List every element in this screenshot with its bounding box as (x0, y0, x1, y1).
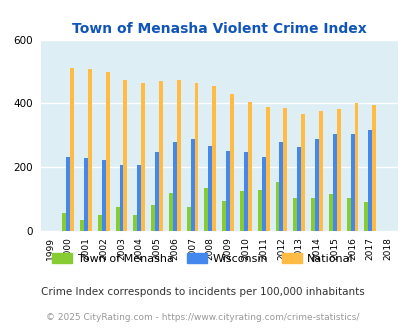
Bar (226, 150, 230, 231)
Bar (318, 112, 322, 231)
Bar (371, 105, 375, 231)
Bar (84, 158, 87, 231)
Bar (328, 194, 332, 231)
Legend: Town of Menasha, Wisconsin, National: Town of Menasha, Wisconsin, National (48, 248, 357, 268)
Bar (239, 191, 243, 231)
Bar (87, 69, 92, 231)
Bar (133, 215, 137, 231)
Bar (332, 134, 336, 231)
Bar (367, 130, 371, 231)
Bar (62, 214, 66, 231)
Bar (243, 152, 247, 231)
Bar (279, 142, 283, 231)
Bar (70, 68, 74, 231)
Text: Crime Index corresponds to incidents per 100,000 inhabitants: Crime Index corresponds to incidents per… (41, 287, 364, 297)
Bar (257, 189, 261, 231)
Bar (137, 165, 141, 231)
Bar (208, 146, 212, 231)
Bar (98, 215, 102, 231)
Bar (115, 207, 119, 231)
Bar (204, 188, 208, 231)
Bar (310, 197, 314, 231)
Bar (346, 197, 350, 231)
Bar (155, 152, 159, 231)
Bar (194, 83, 198, 231)
Bar (283, 108, 287, 231)
Bar (301, 114, 304, 231)
Bar (186, 207, 190, 231)
Bar (66, 157, 70, 231)
Bar (119, 165, 123, 231)
Bar (159, 82, 162, 231)
Bar (151, 206, 155, 231)
Bar (102, 160, 105, 231)
Bar (173, 142, 176, 231)
Bar (261, 157, 265, 231)
Title: Town of Menasha Violent Crime Index: Town of Menasha Violent Crime Index (72, 22, 366, 36)
Bar (123, 80, 127, 231)
Bar (247, 102, 251, 231)
Bar (296, 147, 301, 231)
Bar (190, 139, 194, 231)
Bar (212, 86, 216, 231)
Bar (336, 109, 340, 231)
Bar (176, 80, 180, 231)
Bar (293, 197, 296, 231)
Text: © 2025 CityRating.com - https://www.cityrating.com/crime-statistics/: © 2025 CityRating.com - https://www.city… (46, 313, 359, 322)
Bar (168, 193, 173, 231)
Bar (105, 73, 109, 231)
Bar (275, 182, 279, 231)
Bar (364, 202, 367, 231)
Bar (354, 103, 358, 231)
Bar (141, 83, 145, 231)
Bar (350, 134, 354, 231)
Bar (265, 107, 269, 231)
Bar (314, 140, 318, 231)
Bar (230, 94, 233, 231)
Bar (80, 220, 84, 231)
Bar (222, 201, 226, 231)
